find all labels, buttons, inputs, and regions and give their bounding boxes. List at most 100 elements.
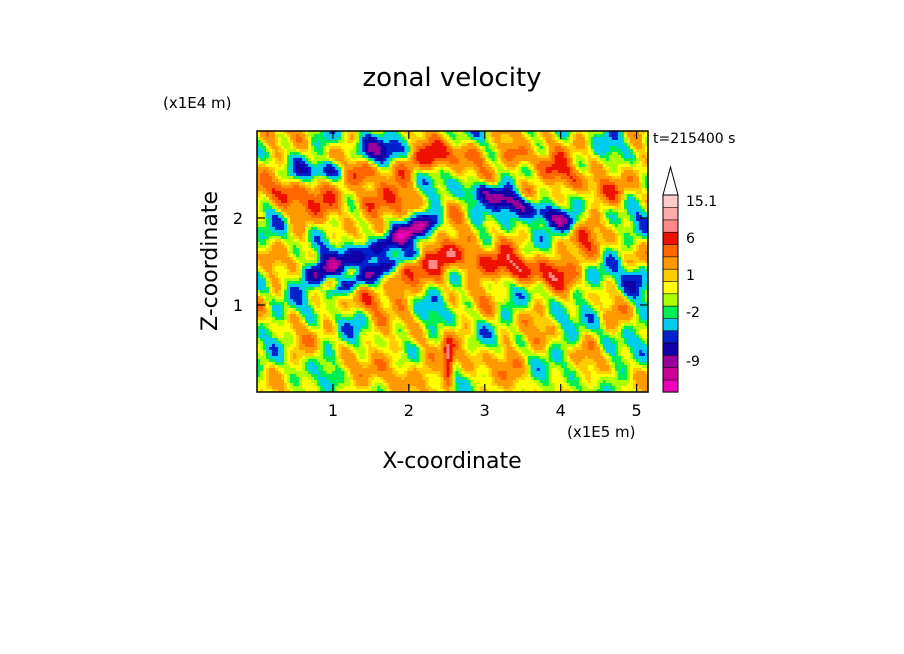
field-cell (389, 203, 392, 206)
field-cell (561, 155, 564, 158)
field-cell (323, 158, 326, 161)
field-cell (338, 164, 341, 167)
field-cell (344, 206, 347, 209)
field-cell (474, 227, 477, 230)
field-cell (501, 185, 504, 188)
field-cell (365, 191, 368, 194)
field-cell (377, 188, 380, 191)
field-cell (597, 239, 600, 242)
field-cell (428, 161, 431, 164)
field-cell (510, 203, 513, 206)
field-cell (446, 173, 449, 176)
field-cell (335, 152, 338, 155)
field-cell (416, 239, 419, 242)
field-cell (335, 158, 338, 161)
field-cell (416, 152, 419, 155)
field-cell (434, 137, 437, 140)
field-cell (576, 215, 579, 218)
field-cell (419, 233, 422, 236)
field-cell (371, 197, 374, 200)
field-cell (278, 215, 281, 218)
field-cell (446, 182, 449, 185)
field-cell (477, 152, 480, 155)
field-cell (449, 182, 452, 185)
field-cell (323, 155, 326, 158)
field-cell (462, 173, 465, 176)
field-cell (293, 185, 296, 188)
field-cell (350, 164, 353, 167)
field-cell (386, 155, 389, 158)
field-cell (401, 236, 404, 239)
field-cell (603, 143, 606, 146)
field-cell (594, 230, 597, 233)
field-cell (374, 137, 377, 140)
field-cell (314, 173, 317, 176)
field-cell (425, 143, 428, 146)
field-cell (326, 236, 329, 239)
field-cell (567, 134, 570, 137)
field-cell (422, 173, 425, 176)
field-cell (344, 197, 347, 200)
field-cell (522, 206, 525, 209)
field-cell (453, 227, 456, 230)
field-cell (552, 233, 555, 236)
field-cell (305, 221, 308, 224)
field-cell (453, 218, 456, 221)
field-cell (275, 230, 278, 233)
field-cell (284, 152, 287, 155)
field-cell (534, 218, 537, 221)
field-cell (272, 182, 275, 185)
field-cell (615, 143, 618, 146)
field-cell (546, 242, 549, 245)
field-cell (266, 179, 269, 182)
field-cell (443, 227, 446, 230)
field-cell (576, 233, 579, 236)
field-cell (486, 239, 489, 242)
field-cell (404, 164, 407, 167)
field-cell (564, 224, 567, 227)
field-cell (603, 173, 606, 176)
field-cell (507, 188, 510, 191)
field-cell (480, 215, 483, 218)
field-cell (302, 164, 305, 167)
field-cell (456, 203, 459, 206)
field-cell (528, 200, 531, 203)
field-cell (278, 164, 281, 167)
field-cell (281, 146, 284, 149)
field-cell (540, 224, 543, 227)
field-cell (371, 242, 374, 245)
field-cell (453, 158, 456, 161)
field-cell (501, 230, 504, 233)
field-cell (323, 215, 326, 218)
field-cell (582, 185, 585, 188)
field-cell (522, 149, 525, 152)
field-cell (347, 152, 350, 155)
field-cell (392, 188, 395, 191)
field-cell (558, 239, 561, 242)
field-cell (612, 191, 615, 194)
field-cell (377, 212, 380, 215)
field-cell (474, 158, 477, 161)
chart-title: zonal velocity (362, 63, 541, 93)
field-cell (356, 212, 359, 215)
field-cell (353, 146, 356, 149)
field-cell (431, 176, 434, 179)
field-cell (290, 245, 293, 248)
field-cell (380, 176, 383, 179)
field-cell (341, 197, 344, 200)
field-cell (323, 200, 326, 203)
field-cell (627, 167, 630, 170)
field-cell (642, 203, 645, 206)
field-cell (570, 176, 573, 179)
field-cell (260, 221, 263, 224)
field-cell (311, 158, 314, 161)
field-cell (299, 233, 302, 236)
time-label: t=215400 s (653, 131, 735, 147)
field-cell (419, 239, 422, 242)
field-cell (335, 164, 338, 167)
field-cell (278, 230, 281, 233)
field-cell (618, 188, 621, 191)
field-cell (332, 146, 335, 149)
field-cell (311, 185, 314, 188)
field-cell (440, 239, 443, 242)
